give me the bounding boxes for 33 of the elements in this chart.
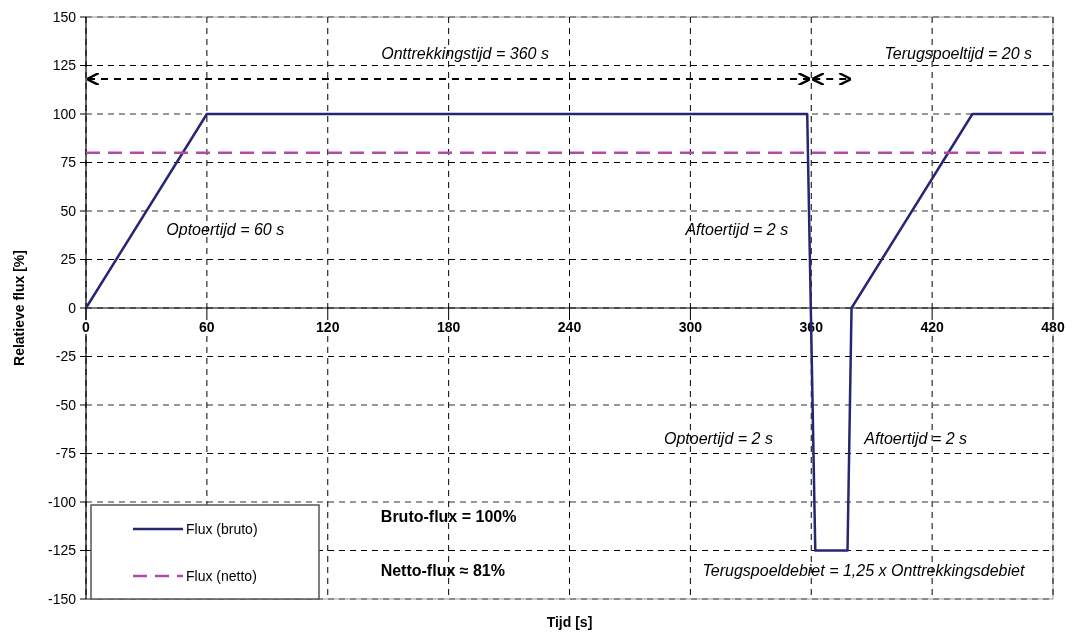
x-tick-label: 480 xyxy=(1041,319,1065,335)
x-tick-label: 300 xyxy=(678,319,703,335)
annotation: Terugspoeltijd = 20 s xyxy=(884,44,1032,62)
x-tick-label: 180 xyxy=(436,319,461,335)
y-tick-label: 25 xyxy=(60,251,77,268)
y-tick-label: 100 xyxy=(52,105,77,122)
annotation: Optoertijd = 60 s xyxy=(166,220,285,238)
y-tick-label: -25 xyxy=(55,348,77,365)
y-tick-label: 150 xyxy=(52,8,77,25)
x-tick-label: 240 xyxy=(557,319,582,335)
x-tick-label: 420 xyxy=(920,319,945,335)
annotation: Onttrekkingstijd = 360 s xyxy=(381,44,549,62)
y-tick-label: -100 xyxy=(47,493,77,510)
y-tick-label: 75 xyxy=(60,154,77,171)
annotation: Bruto-flux = 100% xyxy=(380,508,517,526)
y-axis-title: Relatieve flux [%] xyxy=(11,250,27,366)
annotation: Aftoertijd = 2 s xyxy=(684,220,789,238)
y-tick-label: -150 xyxy=(47,590,77,607)
annotation: Terugspoeldebiet = 1,25 x Onttrekkingsdebiet xyxy=(702,561,1025,579)
x-tick-label: 120 xyxy=(316,319,340,335)
y-tick-label: 50 xyxy=(60,202,77,219)
legend-label: Flux (netto) xyxy=(186,567,257,584)
x-tick-label: 60 xyxy=(199,319,215,335)
annotation: Netto-flux ≈ 81% xyxy=(380,561,505,579)
y-tick-label: 125 xyxy=(52,57,77,74)
y-tick-label: -125 xyxy=(47,542,77,559)
legend-label: Flux (bruto) xyxy=(186,520,258,537)
annotation: Optoertijd = 2 s xyxy=(663,429,773,447)
y-tick-label: 0 xyxy=(68,299,77,316)
y-tick-label: -50 xyxy=(55,396,77,413)
x-axis-title: Tijd [s] xyxy=(546,614,593,630)
annotation: Aftoertijd = 2 s xyxy=(863,429,968,447)
y-tick-label: -75 xyxy=(55,445,77,462)
